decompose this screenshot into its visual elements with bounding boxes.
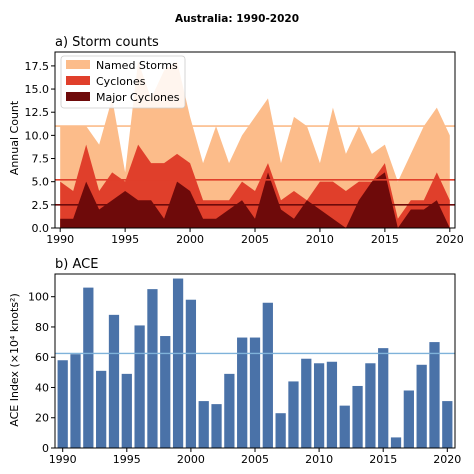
y-tick-label: 20 — [35, 412, 49, 425]
ace-bar — [275, 413, 286, 448]
y-tick-label: 60 — [35, 351, 49, 364]
storm-counts-axes-frame — [54, 51, 456, 229]
y-tick-label: 100 — [28, 291, 49, 304]
legend-label-cyclones: Cyclones — [96, 75, 146, 88]
ace-bar — [262, 302, 273, 448]
x-tick-label: 2005 — [241, 233, 269, 246]
storm-counts-y-axis-label: Annual Count — [8, 100, 21, 175]
ace-bar — [185, 299, 197, 448]
legend-box — [60, 55, 186, 109]
ace-bar — [442, 401, 453, 448]
x-tick-label: 2020 — [436, 233, 464, 246]
ace-bar — [429, 342, 440, 448]
x-tick-label: 2010 — [305, 453, 333, 466]
ace-bar — [416, 364, 427, 448]
legend-label-named-storms: Named Storms — [96, 59, 178, 72]
ace-bar — [172, 278, 184, 448]
legend-label-major-cyclones: Major Cyclones — [96, 91, 180, 104]
ace-bar — [160, 336, 171, 448]
x-tick-label: 2020 — [433, 453, 461, 466]
ace-bar — [121, 373, 132, 448]
y-tick-label: 0.0 — [32, 222, 50, 235]
ace-y-axis-label: ACE Index (×10⁴ knots²) — [8, 293, 21, 426]
y-tick-label: 7.5 — [32, 153, 50, 166]
cyclones-area — [60, 144, 450, 228]
legend-swatch-major-cyclones — [66, 92, 90, 101]
x-tick-label: 2000 — [176, 233, 204, 246]
x-tick-label: 2005 — [241, 453, 269, 466]
storm-counts-panel: a) Storm counts Annual Count 0.0 2.5 5.0 7.… — [8, 35, 464, 246]
y-tick-label: 40 — [35, 381, 49, 394]
ace-panel-title: b) ACE — [55, 257, 98, 272]
ace-axes-frame — [54, 273, 456, 449]
x-tick-label: 1995 — [113, 453, 141, 466]
y-tick-label: 80 — [35, 321, 49, 334]
ace-bar — [403, 390, 414, 448]
ace-bar — [70, 354, 81, 448]
x-tick-label: 2010 — [306, 233, 334, 246]
ace-bar — [83, 287, 94, 448]
ace-bar — [211, 404, 222, 448]
ace-bar — [365, 363, 376, 448]
ace-bar — [301, 358, 312, 448]
legend-swatch-named-storms — [66, 60, 90, 69]
y-tick-label: 12.5 — [25, 106, 50, 119]
ace-bar — [57, 360, 68, 448]
y-tick-label: 2.5 — [32, 199, 50, 212]
ace-bar — [378, 348, 389, 448]
ace-bar — [390, 437, 402, 448]
storm-counts-x-ticks: 1990 1995 2000 2005 2010 2015 2020 — [46, 228, 464, 246]
ace-bar — [352, 385, 363, 448]
ace-plot-area — [55, 278, 455, 448]
y-tick-label: 15.0 — [25, 83, 50, 96]
ace-bar — [108, 314, 120, 448]
x-tick-label: 1990 — [49, 453, 77, 466]
y-tick-label: 0 — [42, 442, 49, 455]
ace-x-ticks: 1990 1995 2000 2005 2010 2015 2020 — [49, 448, 461, 466]
ace-bar — [326, 361, 338, 448]
ace-bar — [224, 373, 235, 448]
x-tick-label: 1995 — [111, 233, 139, 246]
ace-bar — [249, 337, 261, 448]
x-tick-label: 2015 — [371, 233, 399, 246]
y-tick-label: 10.0 — [25, 129, 50, 142]
x-tick-label: 2000 — [177, 453, 205, 466]
major-cyclones-area — [60, 172, 450, 228]
ace-bar — [96, 370, 107, 448]
storm-counts-legend: Named Storms Cyclones Major Cyclones — [60, 55, 186, 109]
x-tick-label: 2015 — [369, 453, 397, 466]
storm-counts-y-ticks: 0.0 2.5 5.0 7.5 10.0 12.5 15.0 17.5 — [25, 60, 55, 235]
figure-title: Australia: 1990-2020 — [175, 13, 299, 25]
ace-bar — [198, 401, 209, 448]
storm-counts-panel-title: a) Storm counts — [55, 35, 159, 50]
ace-bar — [313, 363, 325, 448]
ace-panel: b) ACE ACE Index (×10⁴ knots²) 0 20 40 60 80… — [8, 257, 461, 466]
ace-y-ticks: 0 20 40 60 80 100 — [28, 291, 55, 455]
y-tick-label: 5.0 — [32, 176, 50, 189]
x-tick-label: 1990 — [46, 233, 74, 246]
ace-bar — [237, 337, 248, 448]
ace-bar — [339, 405, 350, 448]
y-tick-label: 17.5 — [25, 60, 50, 73]
legend-swatch-cyclones — [66, 76, 90, 85]
ace-bar — [147, 289, 158, 448]
ace-bar — [134, 325, 145, 448]
ace-bar — [288, 381, 299, 448]
